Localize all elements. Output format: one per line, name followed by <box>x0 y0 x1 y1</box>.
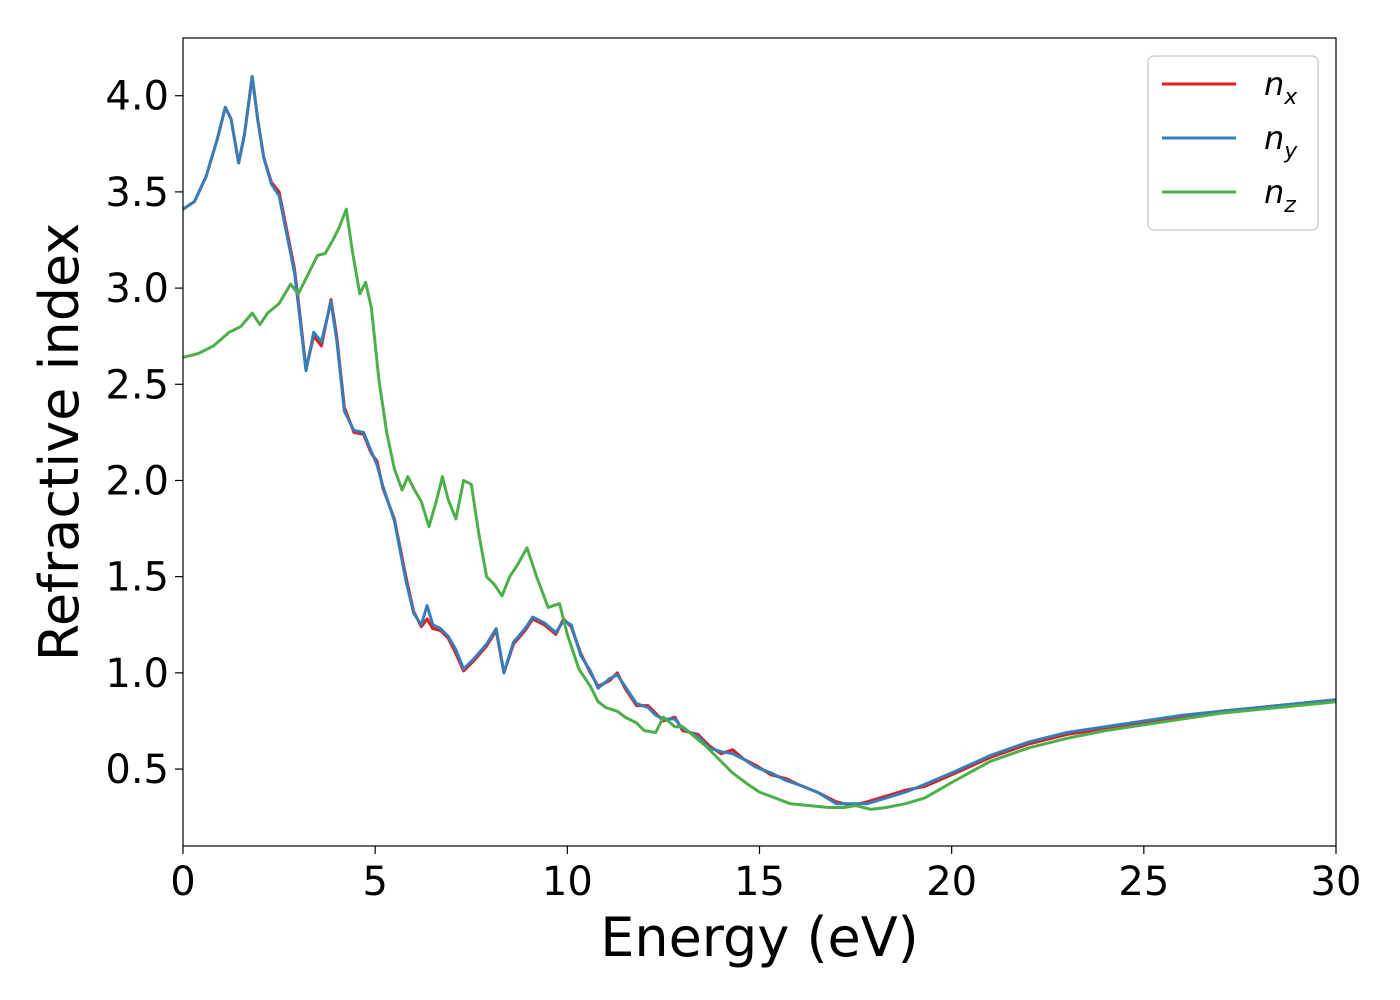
y-tick-label: 1.0 <box>105 651 169 697</box>
x-axis-label: Energy (eV) <box>600 906 919 969</box>
x-tick-label: 10 <box>542 859 593 905</box>
legend-label-sub: z <box>1283 193 1296 218</box>
series-line-z <box>183 207 1336 811</box>
series-line-y <box>183 75 1336 806</box>
legend-label-base: n <box>1264 119 1284 157</box>
y-axis: 0.5 1.0 1.5 2.0 2.5 3.0 3.5 4.0 <box>105 74 183 793</box>
y-tick-label: 3.0 <box>105 266 169 312</box>
legend-label-y: ny <box>1264 119 1298 164</box>
legend-label-base: n <box>1264 65 1284 103</box>
y-tick-label: 2.0 <box>105 458 169 504</box>
legend-label-z: nz <box>1264 173 1296 218</box>
y-axis-label: Refractive index <box>28 223 91 662</box>
x-tick-label: 30 <box>1311 859 1362 905</box>
x-tick-label: 20 <box>926 859 977 905</box>
legend-box <box>1147 55 1319 231</box>
legend-label-sub: y <box>1283 139 1298 164</box>
y-tick-label: 1.5 <box>105 555 169 601</box>
x-tick-label: 25 <box>1118 859 1169 905</box>
x-tick-label: 0 <box>170 859 195 905</box>
x-axis: 0 5 10 15 20 25 30 <box>170 846 1361 905</box>
series-layer <box>183 75 1336 811</box>
y-tick-label: 2.5 <box>105 362 169 408</box>
y-tick-label: 3.5 <box>105 170 169 216</box>
legend-label-sub: x <box>1283 85 1298 110</box>
x-tick-label: 15 <box>734 859 785 905</box>
y-tick-label: 0.5 <box>105 747 169 793</box>
legend-label-x: nx <box>1264 65 1298 110</box>
x-tick-label: 5 <box>362 859 387 905</box>
y-tick-label: 4.0 <box>105 74 169 120</box>
legend-label-base: n <box>1264 173 1284 211</box>
